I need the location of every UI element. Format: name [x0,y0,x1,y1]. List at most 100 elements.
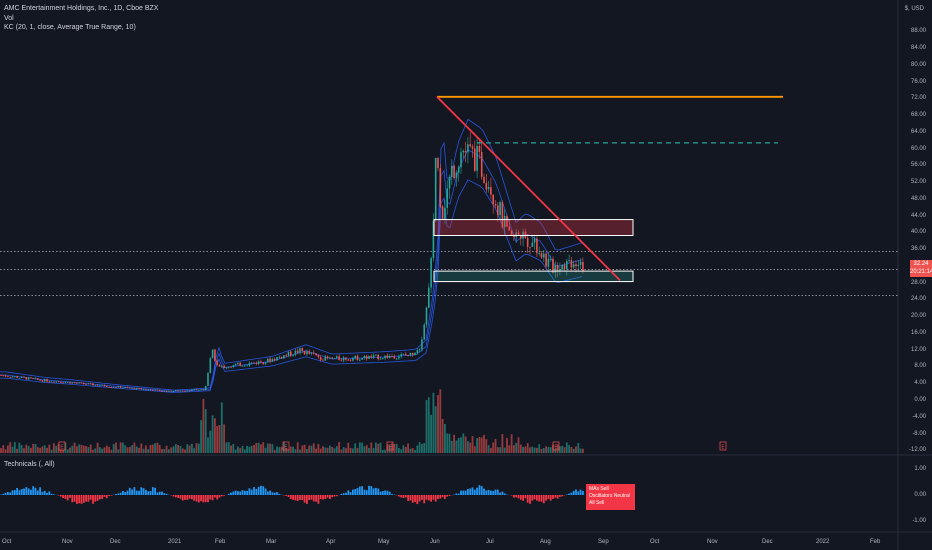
volume-bar [89,444,92,453]
technicals-bar [101,495,104,499]
volume-bar [312,443,315,453]
candle-body [273,359,276,361]
volume-bar [266,443,269,453]
candle-body [467,144,469,153]
volume-bar [149,445,152,453]
candle-body [462,150,465,153]
time-axis-tick: May [378,539,390,545]
technicals-bar [496,489,499,495]
candle-body [457,167,460,173]
technicals-bar [579,489,582,495]
candle-body [552,258,554,273]
volume-bar [271,444,274,453]
volume-bar [94,448,97,453]
candle-body [572,264,575,268]
candle-body [133,387,136,390]
technicals-bar [266,491,269,495]
candle-body [434,157,437,221]
volume-bar [556,444,559,453]
candle-body [53,381,55,383]
volume-bar [549,447,552,453]
candle-body [494,204,497,206]
candle-body [204,385,207,390]
technicals-bar [418,495,421,502]
candle-body [545,253,547,267]
volume-bar [439,389,442,453]
volume-bar [508,445,511,453]
volume-bar [563,447,566,453]
volume-bar [524,446,527,453]
technicals-bar [89,495,92,500]
technicals-bar [391,494,393,495]
volume-bar [338,442,340,453]
candle-body [474,148,476,171]
technicals-bar [457,493,460,495]
volume-bar [464,436,467,453]
volume-bar [69,447,71,453]
candle-body [313,352,315,354]
volume-bar [582,448,584,453]
technicals-bar [186,495,189,500]
candle-body [179,390,182,392]
candle-body [48,381,51,383]
technicals-bar [522,495,524,501]
technicals-bar [239,491,242,495]
technicals-bar [354,489,357,495]
volume-bar [490,447,492,453]
candle-body [55,381,57,383]
technicals-bar [156,492,159,495]
technicals-bar [135,490,138,495]
volume-bar [165,445,168,453]
volume-bar [204,409,207,453]
technicals-bar [2,493,5,495]
volume-bar [39,447,41,453]
technicals-bar [517,495,520,499]
volume-bar [427,397,430,453]
candle-body [453,165,455,179]
candle-body [296,350,299,353]
candle-body [9,376,11,378]
technicals-bar [18,490,21,495]
technicals-bar [501,491,504,495]
volume-bar [41,446,44,453]
candle-body [336,356,338,359]
candle-body [398,356,400,359]
candle-body [241,365,244,367]
technicals-bar [326,495,329,498]
price-axis-tick: 36.00 [910,246,926,253]
volume-bar [342,447,345,453]
candle-body [138,388,140,389]
volume-bar [391,443,393,453]
technicals-bar [407,495,409,501]
technicals-bar [565,494,568,495]
technicals-bar [365,490,368,495]
price-axis-tick: 48.00 [910,195,926,202]
candle-body [158,390,161,391]
technicals-bar [276,492,278,495]
currency-label[interactable]: $, USD [904,6,924,12]
volume-bar [158,444,161,453]
technicals-indicator-label[interactable]: Technicals (, All) [4,461,55,468]
volume-bar [432,392,435,453]
volume-bar [285,448,288,453]
technicals-bar [200,495,202,502]
candle-body [414,352,416,355]
technicals-bar [549,495,552,501]
volume-bar [448,433,451,453]
technicals-bar [92,495,94,504]
volume-bar [352,448,354,453]
volume-bar [455,440,458,453]
volume-bar [260,444,262,453]
candle-body [223,365,225,369]
time-axis-tick: Mar [266,539,277,545]
technicals-bar [448,495,451,496]
resistance-zone-box [433,219,634,236]
volume-indicator-label[interactable]: Vol [4,15,14,22]
price-axis-tick: -12.00 [908,447,926,454]
candle-body [11,376,14,378]
volume-bar [71,445,74,453]
technicals-bar [540,495,543,502]
keltner-indicator-label[interactable]: KC (20, 1, close, Average True Range, 10… [4,24,136,31]
candle-body [379,358,382,360]
